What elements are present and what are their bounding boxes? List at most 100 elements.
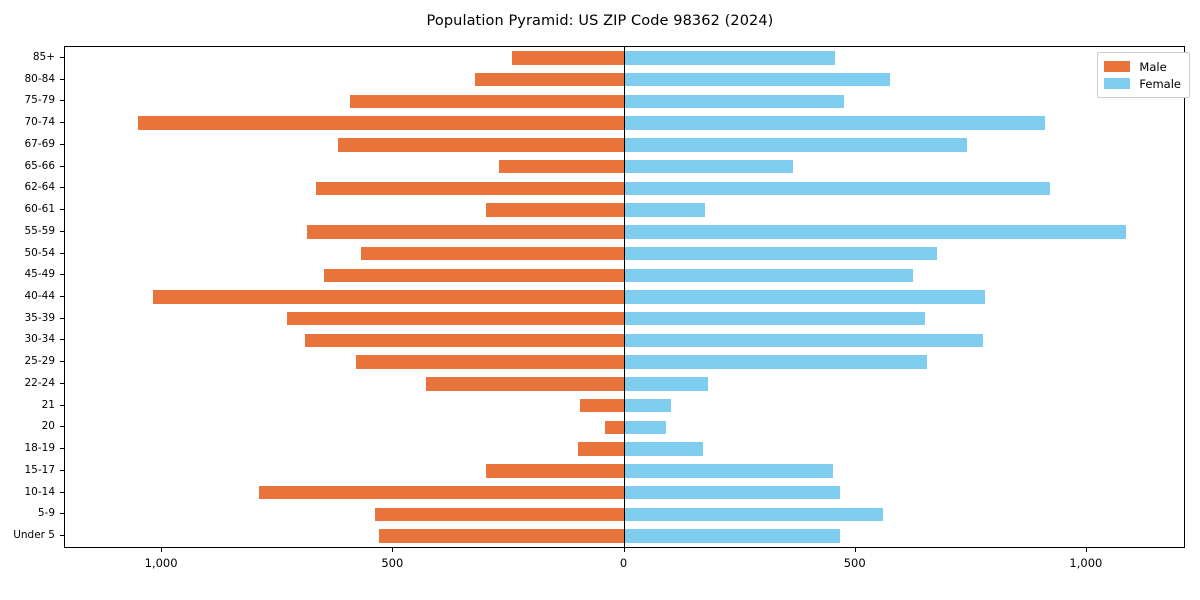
bar-male [485,203,625,217]
bar-female [624,159,794,174]
y-axis-tick-label: 10-14 [24,485,55,498]
y-axis-tick-label: 45-49 [24,268,55,281]
bar-male [498,159,625,174]
bar-male [307,225,625,239]
y-axis-tick-label: 30-34 [24,333,55,346]
y-axis-tick [60,209,64,211]
y-axis-tick [60,361,64,363]
legend-swatch-male-icon [1104,61,1131,72]
bar-female [624,138,967,152]
bar-female [624,94,845,109]
y-axis-tick-label: 25-29 [24,355,55,368]
y-axis-tick [60,339,64,341]
chart-title: Population Pyramid: US ZIP Code 98362 (2… [426,13,774,29]
y-axis-tick [60,513,64,515]
zero-axis-line [623,47,626,547]
bar-row [65,312,1184,326]
x-axis: 1,000 500 0 500 1,000 [64,548,1185,588]
bar-female [624,225,1127,239]
y-axis-tick [60,426,64,428]
bar-row [65,290,1184,304]
bar-row [65,529,1184,543]
bar-female [624,420,666,435]
y-axis-tick [60,448,64,450]
x-axis-tick-label: 1,000 [144,556,178,570]
bar-male [286,312,625,326]
y-axis-tick [60,143,64,145]
bar-male [138,116,625,130]
bar-female [624,377,708,391]
y-axis-tick-label: 75-79 [24,94,55,107]
bar-row [65,355,1184,369]
bar-female [624,246,937,261]
legend-swatch-female-icon [1104,78,1131,89]
y-axis-tick [60,252,64,254]
bar-row [65,51,1184,65]
bar-female [624,51,835,65]
bar-row [65,181,1184,196]
x-axis-tick-label: 500 [381,556,404,570]
bar-female [624,203,706,217]
bar-female [624,333,983,348]
bar-row [65,507,1184,522]
y-axis-tick [60,469,64,471]
y-axis: 85+ 80-84 75-79 70-74 67-69 65-66 62-64 60-61 55… [0,46,64,548]
y-axis-tick-label: Under 5 [13,529,55,542]
y-axis-tick-label: 40-44 [24,290,55,302]
y-axis-tick-label: 5-9 [37,507,55,520]
legend-entry-female: Female [1104,75,1181,92]
y-axis-tick [60,122,64,124]
bar-row [65,420,1184,435]
bar-male [379,529,625,543]
y-axis-tick-label: 18-19 [24,442,55,455]
legend-label-female: Female [1139,76,1181,91]
y-axis-tick [60,535,64,537]
bar-male [374,507,625,522]
y-axis-tick [60,78,64,80]
bar-female [624,398,672,413]
y-axis-tick [60,274,64,276]
y-axis-tick-label: 65-66 [24,159,55,172]
x-axis-tick-label: 500 [843,556,866,570]
bar-row [65,268,1184,282]
y-axis-tick [60,100,64,102]
bars-layer [65,47,1184,547]
bar-female [624,290,986,304]
bar-female [624,268,914,282]
y-axis-tick-label: 35-39 [24,311,55,324]
bar-male [485,464,625,478]
y-axis-tick [60,296,64,297]
bar-row [65,442,1184,456]
bar-row [65,246,1184,261]
y-axis-tick-label: 70-74 [24,116,55,129]
bar-female [624,181,1050,196]
x-axis-tick [623,548,625,552]
bar-male [579,398,625,413]
y-axis-tick-label: 21 [41,398,55,411]
bar-row [65,464,1184,478]
bar-female [624,507,884,522]
bar-male [305,333,625,348]
bar-male [605,420,625,435]
bar-male [356,355,625,369]
bar-female [624,529,840,543]
bar-row [65,485,1184,500]
bar-male [425,377,625,391]
bar-male [511,51,625,65]
bar-row [65,72,1184,87]
y-axis-tick-label: 55-59 [24,224,55,237]
bar-male [152,290,625,304]
y-axis-tick-label: 20 [41,420,55,433]
x-axis-tick [161,548,163,552]
bar-female [624,72,891,87]
legend-entry-male: Male [1104,58,1181,75]
bar-row [65,225,1184,239]
bar-male [578,442,625,456]
x-axis-tick-label: 1,000 [1069,556,1103,570]
bar-female [624,355,928,369]
plot-area [64,46,1185,548]
bar-male [323,268,625,282]
x-axis-tick [854,548,856,552]
y-axis-tick [60,382,64,384]
y-axis-tick-label: 67-69 [24,137,55,150]
